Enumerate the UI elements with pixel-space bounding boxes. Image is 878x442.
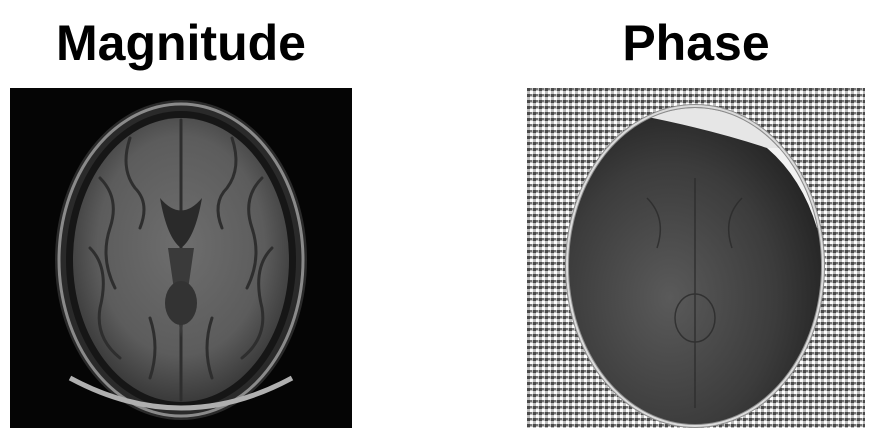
phase-title: Phase: [622, 15, 770, 71]
phase-image: [527, 88, 865, 428]
magnitude-image: [10, 88, 352, 428]
magnitude-brain-scan: [10, 88, 352, 428]
phase-brain-scan: [527, 88, 865, 428]
magnitude-title: Magnitude: [56, 15, 306, 71]
